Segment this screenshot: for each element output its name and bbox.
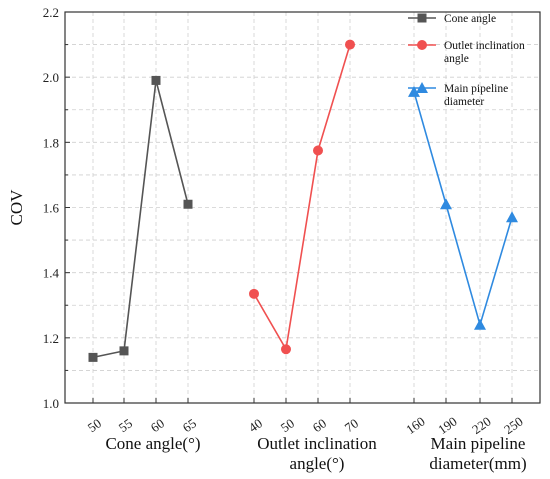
x-tick-label: 60: [148, 415, 167, 435]
data-point: [281, 344, 291, 355]
series-line: [92, 80, 189, 359]
x-axis-label: Cone angle(°): [105, 434, 200, 453]
data-point: [151, 75, 161, 85]
legend-label: diameter: [444, 96, 484, 108]
data-point: [440, 198, 452, 210]
x-tick-label: 60: [310, 415, 329, 435]
x-axis-label: Outlet inclination: [257, 434, 377, 453]
legend-label: Outlet inclination: [444, 40, 525, 52]
x-axis-label: diameter(mm): [429, 454, 526, 473]
y-tick-label: 1.0: [43, 396, 59, 411]
data-point: [119, 346, 129, 356]
axis-labels: COV Cone angle(°) Outlet inclinationangle(…: [7, 189, 527, 473]
x-tick-label: 40: [246, 415, 265, 435]
x-tick-label: 65: [180, 415, 199, 435]
series-line: [413, 91, 513, 328]
x-tick-label: 70: [342, 415, 361, 435]
y-tick-label: 1.4: [43, 266, 60, 281]
data-point: [249, 288, 259, 299]
legend-marker: [417, 13, 427, 23]
data-point: [313, 145, 323, 156]
series-line: [253, 44, 351, 352]
x-tick-label: 50: [278, 415, 297, 435]
y-axis: 1.0 1.2 1.4 1.6 1.8 2.0 2.2: [43, 5, 70, 411]
data-point: [408, 85, 420, 97]
x-axis: 50 55 60 65 40 50 60 70 160 190 220 250: [85, 398, 526, 437]
y-tick-label: 2.2: [43, 5, 59, 20]
x-axis-label: angle(°): [290, 454, 345, 473]
legend-marker: [416, 82, 428, 93]
y-axis-label: COV: [7, 189, 26, 226]
x-axis-label: Main pipeline: [431, 434, 526, 453]
x-tick-label: 50: [85, 415, 104, 435]
x-tick-label: 160: [403, 414, 428, 437]
data-point: [506, 211, 518, 223]
series: [88, 39, 518, 362]
data-point: [474, 318, 486, 330]
legend-label: angle: [444, 53, 469, 65]
legend-label: Main pipeline: [444, 83, 508, 95]
data-point: [183, 199, 193, 209]
y-tick-label: 1.2: [43, 331, 59, 346]
data-point: [88, 352, 98, 362]
legend-label: Cone angle: [444, 13, 496, 25]
y-tick-label: 1.8: [43, 135, 59, 150]
y-tick-label: 2.0: [43, 70, 59, 85]
data-point: [345, 39, 355, 50]
x-tick-label: 55: [116, 415, 135, 435]
y-tick-label: 1.6: [43, 201, 60, 216]
legend-marker: [417, 40, 427, 50]
grid: [65, 12, 540, 403]
